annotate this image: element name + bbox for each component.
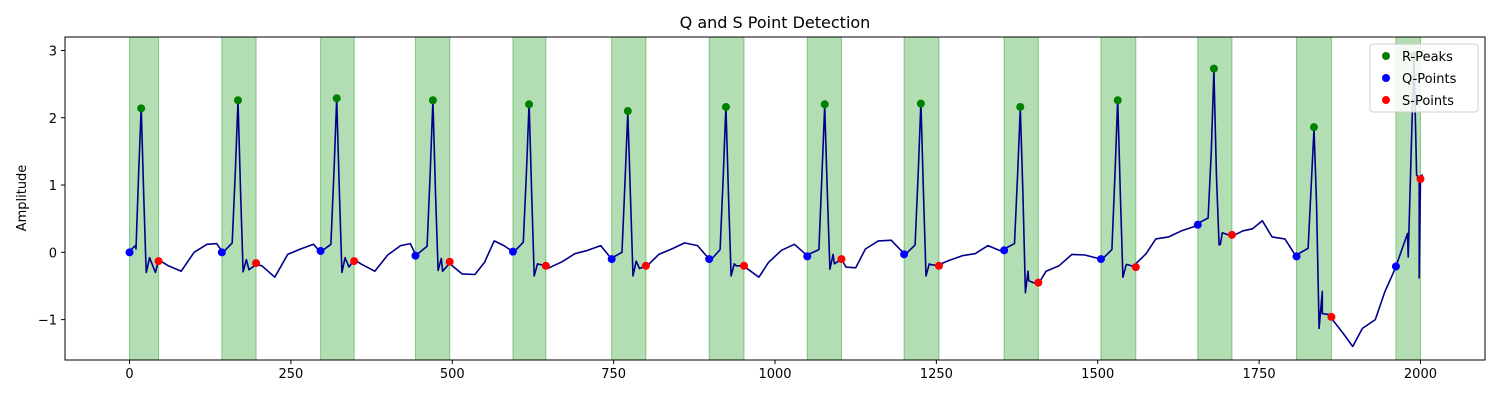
ecg-signal-line [128, 53, 1424, 348]
qrs-span [611, 36, 647, 361]
qrs-span [806, 36, 842, 361]
r-peak-point [1209, 64, 1218, 73]
x-tick-label: 250 [278, 367, 303, 382]
x-tick-label: 1000 [758, 367, 791, 382]
r-peak-point [1309, 123, 1318, 132]
s-point [641, 261, 650, 270]
q-point [1292, 252, 1301, 261]
y-tick-label: 2 [49, 112, 57, 127]
qrs-span [414, 36, 451, 361]
r-peak-point [137, 104, 146, 113]
s-point [1416, 174, 1425, 183]
x-tick-label: 750 [601, 367, 626, 382]
x-tick-label: 1250 [920, 367, 953, 382]
y-tick-label: 3 [49, 44, 57, 59]
qrs-span [512, 36, 547, 361]
s-point [837, 255, 846, 264]
s-point [541, 261, 550, 270]
s-point [252, 259, 261, 268]
x-tick-label: 2000 [1404, 367, 1437, 382]
legend-r-peaks-marker [1382, 52, 1390, 60]
r-peak-point [623, 107, 632, 116]
r-peak-point [525, 100, 534, 109]
q-point [1193, 220, 1202, 229]
q-point [316, 246, 325, 255]
r-peak-point [721, 102, 730, 111]
q-point [125, 248, 134, 257]
s-point [154, 257, 163, 266]
x-tick-label: 1500 [1081, 367, 1114, 382]
legend-q-points-label: Q-Points [1402, 72, 1457, 87]
y-axis-label: Amplitude [15, 165, 30, 232]
r-peak-point [332, 94, 341, 103]
s-point [350, 257, 359, 266]
signal-layer [128, 53, 1424, 348]
legend-q-points-marker [1382, 74, 1390, 82]
r-peak-point [428, 96, 437, 105]
x-tick-label: 1750 [1243, 367, 1276, 382]
r-peak-point [916, 99, 925, 108]
y-tick-label: 1 [49, 179, 57, 194]
qrs-spans [129, 36, 1421, 361]
qrs-span [320, 36, 355, 361]
legend-box [1369, 43, 1479, 113]
legend-r-peaks-label: R-Peaks [1402, 50, 1453, 65]
legend-s-points-label: S-Points [1402, 94, 1454, 109]
s-point [1131, 263, 1140, 272]
q-point [508, 247, 517, 256]
s-point [1227, 230, 1236, 239]
s-point [740, 261, 749, 270]
q-point [705, 255, 714, 264]
s-point [445, 257, 454, 266]
marker-layer [125, 51, 1425, 321]
q-point [411, 251, 420, 260]
s-point [934, 261, 943, 270]
q-point [1391, 262, 1400, 271]
qrs-span [221, 36, 257, 361]
qrs-span [1003, 36, 1039, 361]
chart-title: Q and S Point Detection [680, 13, 871, 32]
legend-s-points-marker [1382, 96, 1390, 104]
qrs-span [1100, 36, 1137, 361]
q-point [217, 248, 226, 257]
qrs-span [1296, 36, 1332, 361]
s-point [1034, 278, 1043, 287]
x-tick-label: 0 [125, 367, 133, 382]
x-tick-label: 500 [440, 367, 465, 382]
q-point [607, 255, 616, 264]
qrs-span [708, 36, 745, 361]
r-peak-point [820, 100, 829, 109]
q-point [803, 252, 812, 261]
q-point [1000, 246, 1009, 255]
r-peak-point [1016, 102, 1025, 111]
r-peak-point [233, 96, 242, 105]
plot-frame [64, 36, 1486, 361]
legend: R-Peaks Q-Points S-Points [1369, 43, 1479, 113]
s-point [1327, 312, 1336, 321]
q-point [900, 250, 909, 259]
qrs-span [903, 36, 940, 361]
y-tick-label: −1 [38, 314, 57, 329]
r-peak-point [1113, 96, 1122, 105]
y-axis: −1 0 1 2 3 [38, 44, 65, 329]
y-tick-label: 0 [49, 246, 57, 261]
x-axis: 0 250 500 750 1000 1250 1500 1750 2000 [125, 360, 1437, 382]
q-point [1096, 255, 1105, 264]
